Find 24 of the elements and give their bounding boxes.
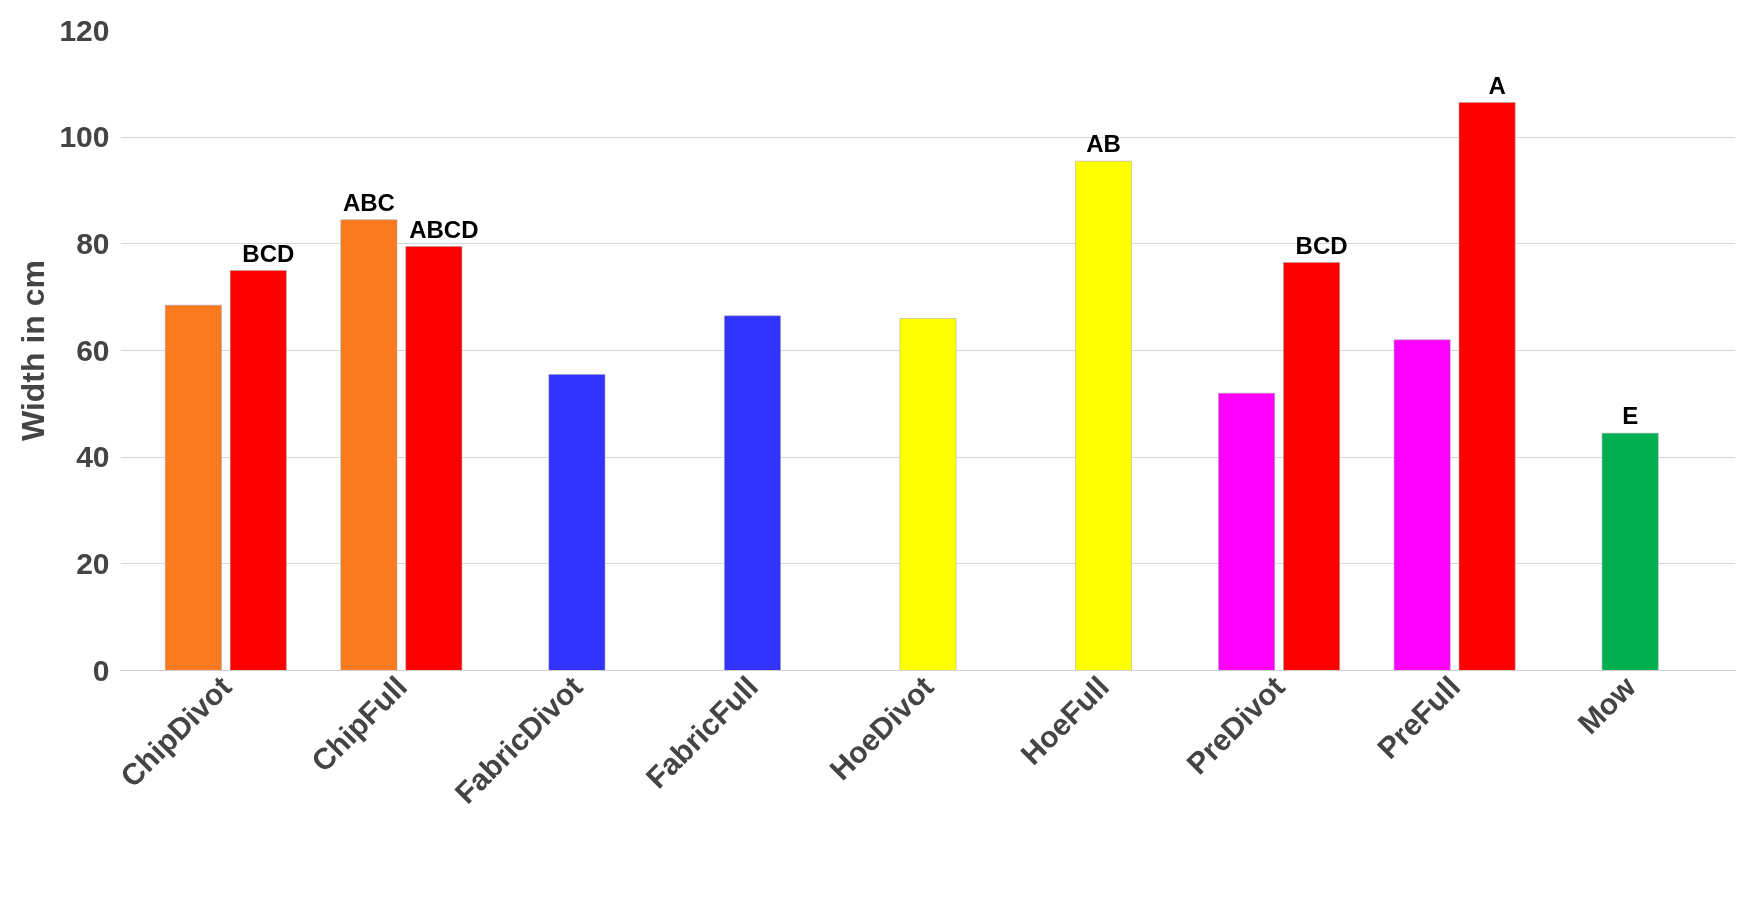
bar	[229, 270, 287, 671]
bar	[548, 374, 606, 671]
y-tick-label: 60	[76, 333, 110, 367]
y-axis-title: Width in cm	[15, 259, 52, 442]
data-label: A	[1488, 71, 1506, 99]
y-tick-label: 0	[92, 653, 110, 687]
data-label: ABCD	[409, 215, 479, 243]
y-tick-label: 100	[59, 120, 110, 154]
bar	[1458, 102, 1516, 671]
y-tick-label: 20	[76, 546, 110, 580]
bar	[1601, 432, 1659, 671]
data-label: E	[1622, 402, 1639, 430]
y-tick-label: 80	[76, 226, 110, 260]
data-label: AB	[1086, 130, 1121, 158]
data-label: BCD	[1295, 231, 1348, 259]
bar	[724, 315, 781, 671]
data-label: ABC	[342, 188, 395, 216]
data-label: BCD	[242, 239, 295, 267]
bar	[1075, 160, 1132, 671]
bar	[405, 246, 463, 671]
y-tick-label: 120	[59, 13, 110, 47]
bar	[1283, 262, 1340, 671]
y-tick-label: 40	[76, 440, 110, 474]
bar	[899, 318, 957, 671]
